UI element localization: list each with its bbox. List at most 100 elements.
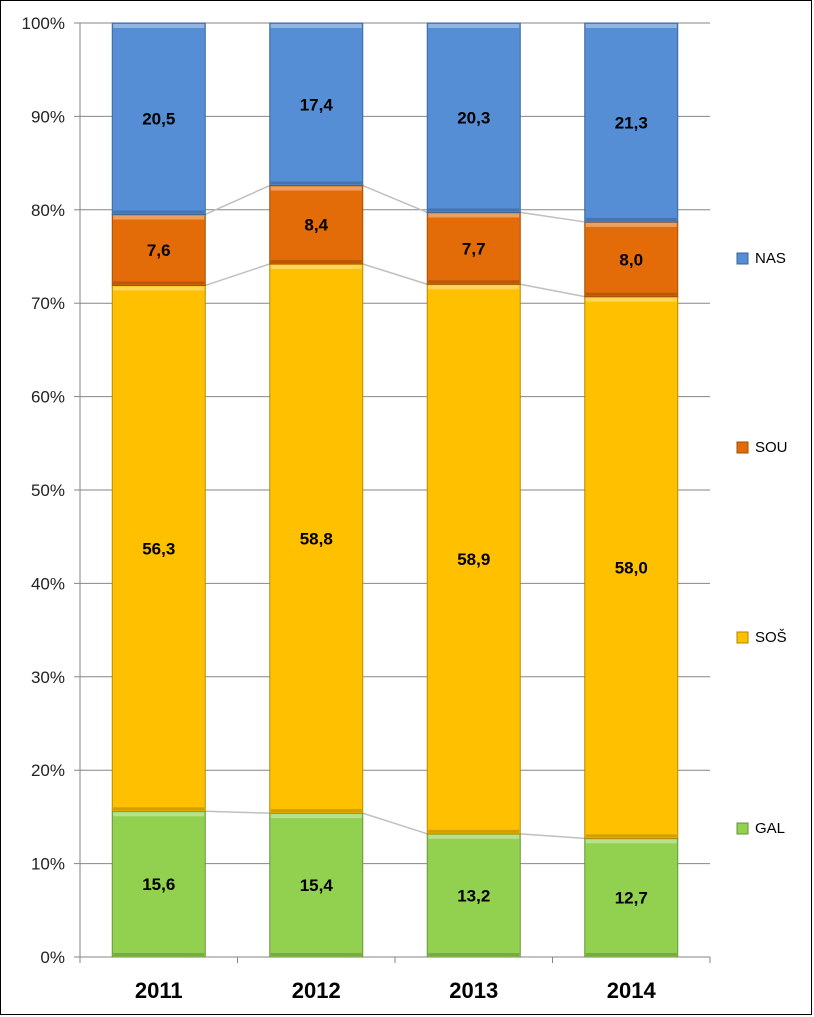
bar-shadow (585, 834, 677, 838)
y-tick-label: 10% (31, 855, 65, 874)
y-tick-label: 70% (31, 294, 65, 313)
data-label: 15,6 (142, 875, 175, 894)
bar-highlight (270, 24, 362, 28)
legend-item-nas: NAS (736, 250, 786, 267)
bar-shadow (428, 953, 520, 956)
x-tick-label: 2012 (292, 978, 341, 1003)
data-label: 20,5 (142, 110, 175, 129)
bar-highlight (113, 215, 205, 220)
bar (584, 221, 679, 298)
bar-highlight (428, 213, 520, 218)
bar-segment-sou-2013 (426, 211, 521, 285)
bar-segment-nas-2012 (269, 22, 364, 187)
data-label: 58,9 (457, 550, 490, 569)
bar (269, 263, 364, 814)
series-line (520, 211, 585, 223)
bar (426, 833, 521, 958)
bar-highlight (428, 285, 520, 290)
bar-highlight (585, 24, 677, 28)
series-line (205, 810, 270, 814)
bar-segment-soš-2012 (269, 263, 364, 814)
y-tick-label: 100% (22, 14, 65, 33)
bar-shadow (270, 181, 362, 185)
series-line (205, 263, 270, 287)
series-line (520, 283, 585, 298)
legend-swatch (736, 631, 749, 644)
series-line (362, 184, 428, 214)
bar-highlight (585, 297, 677, 302)
bar-highlight (428, 24, 520, 28)
bar-highlight (270, 264, 362, 269)
y-tick-label: 20% (31, 761, 65, 780)
bar (111, 284, 206, 812)
series-line (362, 263, 428, 285)
bar (269, 812, 364, 958)
legend-swatch (736, 822, 749, 835)
legend-label: GAL (755, 820, 785, 837)
data-label: 21,3 (615, 113, 648, 132)
data-label: 56,3 (142, 539, 175, 558)
bar-shadow (270, 809, 362, 813)
data-label: 58,0 (615, 559, 648, 578)
bar-highlight (113, 812, 205, 817)
bar-highlight (270, 814, 362, 819)
bar-shadow (585, 217, 677, 221)
data-label: 7,6 (147, 241, 171, 260)
bar-shadow (585, 953, 677, 956)
legend-label: SOŠ (755, 629, 787, 646)
bar-shadow (113, 210, 205, 214)
legend-label: NAS (755, 250, 786, 267)
bar (426, 211, 521, 285)
bar-highlight (585, 839, 677, 844)
bar-segment-gal-2011 (111, 810, 206, 958)
legend-item-gal: GAL (736, 820, 785, 837)
bar-shadow (270, 953, 362, 956)
legend-swatch (736, 252, 749, 265)
bar (584, 837, 679, 958)
legend-item-sou: SOU (736, 439, 788, 456)
x-tick-label: 2013 (449, 978, 498, 1003)
bar-shadow (585, 292, 677, 296)
legend-swatch (736, 441, 749, 454)
x-tick-label: 2014 (607, 978, 657, 1003)
series-line (362, 812, 428, 835)
bar-segment-sou-2011 (111, 213, 206, 286)
bar-segment-gal-2013 (426, 833, 521, 958)
y-tick-label: 40% (31, 574, 65, 593)
data-label: 58,8 (300, 530, 333, 549)
bar (426, 22, 521, 213)
bar-segment-nas-2013 (426, 22, 521, 213)
bar-highlight (585, 222, 677, 227)
bar-shadow (113, 953, 205, 956)
bar-segment-nas-2011 (111, 22, 206, 215)
y-tick-label: 80% (31, 201, 65, 220)
bar-shadow (428, 280, 520, 284)
data-label: 7,7 (462, 239, 486, 258)
y-tick-label: 50% (31, 481, 65, 500)
bar (269, 22, 364, 187)
bar-shadow (113, 807, 205, 811)
bar-segment-gal-2014 (584, 837, 679, 958)
data-label: 20,3 (457, 109, 490, 128)
bar-segment-sou-2014 (584, 221, 679, 298)
y-tick-label: 0% (40, 948, 65, 967)
bar-highlight (270, 186, 362, 191)
series-line (520, 833, 585, 840)
bar (111, 213, 206, 286)
data-label: 8,4 (304, 216, 328, 235)
bar-highlight (113, 286, 205, 291)
bar-segment-gal-2012 (269, 812, 364, 958)
x-tick-label: 2011 (135, 978, 183, 1003)
bar (426, 283, 521, 835)
series-line (204, 184, 271, 216)
data-label: 13,2 (457, 886, 490, 905)
data-label: 12,7 (615, 889, 648, 908)
bar-shadow (428, 208, 520, 212)
y-tick-label: 60% (31, 388, 65, 407)
legend-item-soš: SOŠ (736, 629, 787, 646)
data-label: 17,4 (300, 95, 334, 114)
bar-segment-nas-2014 (584, 22, 679, 223)
bar (584, 22, 679, 223)
data-label: 15,4 (300, 876, 334, 895)
